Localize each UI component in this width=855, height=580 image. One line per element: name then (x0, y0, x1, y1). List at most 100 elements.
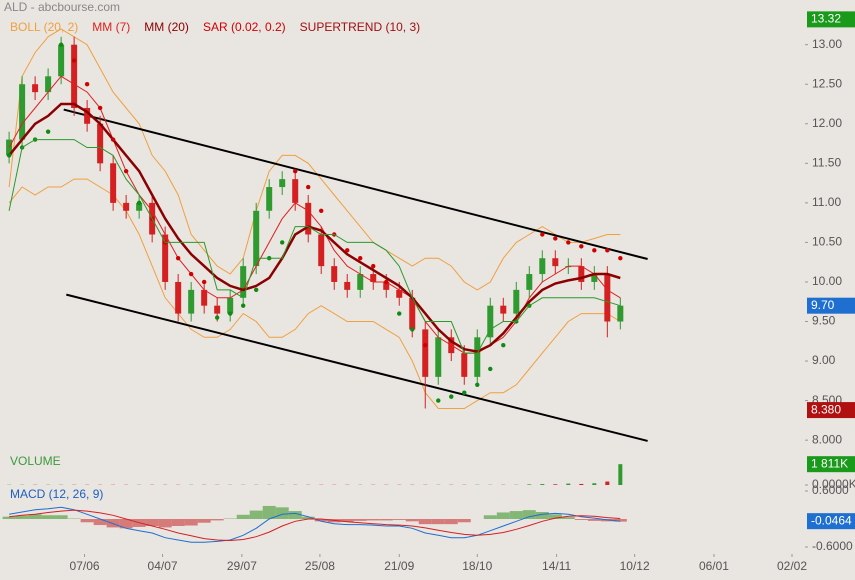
x-tick-label: 06/01 (699, 559, 729, 573)
macd-histogram (301, 516, 315, 519)
volume-bar (527, 484, 532, 485)
y-tick-label: 11.00 (812, 195, 841, 209)
macd-histogram (15, 515, 29, 519)
candle-body (526, 274, 533, 290)
candle-body (370, 274, 377, 282)
sar-dot (319, 208, 324, 213)
candle-body (396, 289, 403, 298)
indicator-line (8, 75, 621, 354)
sar-dot (345, 248, 350, 253)
sar-dot (175, 256, 181, 261)
legend-entry: MM (20) (144, 20, 189, 34)
candle-body (435, 337, 442, 377)
sar-dot (566, 240, 571, 245)
candle-body (188, 289, 195, 314)
macd-histogram (275, 507, 289, 519)
candle-body (500, 305, 507, 314)
macd-histogram (457, 519, 471, 523)
volume-bar (566, 483, 571, 485)
sar-dot (540, 232, 545, 237)
sar-dot (123, 169, 129, 174)
indicator-line (8, 139, 621, 354)
price-marker-label: 9.70 (811, 298, 835, 312)
panel-title: VOLUME (10, 454, 61, 468)
sar-dot (84, 82, 90, 87)
sar-dot (371, 263, 376, 269)
y-tick-label: 12.00 (812, 116, 842, 130)
candle-body (591, 274, 598, 282)
candle-body (240, 266, 247, 298)
y-tick-label: 10.50 (812, 235, 842, 249)
macd-histogram (483, 515, 497, 519)
y-tick-label: 13.00 (812, 37, 842, 51)
volume-bar (540, 484, 545, 485)
volume-bar (592, 483, 597, 485)
candle-body (84, 107, 91, 124)
price-marker-label: 1 811K (811, 456, 848, 470)
macd-histogram (574, 519, 588, 520)
price-marker (807, 11, 855, 28)
candle-body (292, 179, 299, 203)
macd-histogram (145, 519, 159, 526)
x-tick-label: 29/07 (227, 559, 257, 573)
x-tick-label: 07/06 (70, 559, 100, 573)
sar-dot (110, 137, 116, 142)
macd-histogram (28, 514, 42, 519)
sar-dot (462, 390, 467, 395)
macd-histogram (405, 519, 419, 522)
candle-body (305, 202, 312, 235)
panel-title: MACD (12, 26, 9) (10, 487, 103, 501)
volume-bar (605, 481, 610, 485)
volume-bar (618, 464, 623, 485)
candle-body (552, 258, 559, 267)
price-marker (807, 513, 855, 530)
macd-histogram (314, 519, 328, 522)
x-tick-label: 02/02 (777, 559, 807, 573)
candle-body (266, 187, 273, 211)
candle-body (32, 84, 39, 93)
macd-histogram (184, 519, 198, 526)
sar-dot (423, 343, 428, 348)
macd-histogram (353, 519, 367, 521)
signal-line (9, 509, 621, 542)
sar-dot (488, 366, 493, 372)
candle-body (513, 289, 520, 314)
sar-dot (436, 398, 441, 403)
x-tick-label: 18/10 (462, 559, 492, 573)
candle-body (58, 44, 65, 77)
macd-histogram (197, 519, 211, 523)
candle-body (487, 305, 494, 338)
bollinger-band (8, 28, 621, 291)
sar-dot (136, 200, 142, 206)
sar-dot (501, 343, 506, 348)
sar-dot (253, 287, 259, 293)
candle-body (409, 297, 416, 330)
sar-dot (384, 279, 389, 285)
candle-body (617, 305, 624, 322)
macd-histogram (288, 511, 302, 519)
macd-histogram (392, 519, 406, 520)
legend-entry: SAR (0.02, 0.2) (203, 20, 286, 34)
macd-histogram (587, 519, 601, 521)
macd-histogram (93, 519, 107, 526)
candle-body (19, 84, 26, 140)
candle-body (45, 76, 52, 93)
trendline (63, 108, 648, 260)
macd-histogram (171, 519, 185, 526)
candle-body (344, 281, 351, 290)
candle-body (539, 258, 546, 275)
sar-dot (58, 42, 64, 47)
price-marker-label: 13.32 (811, 12, 841, 26)
candle-body (253, 210, 260, 267)
y-tick-label: -0.6000 (812, 539, 853, 553)
y-tick-label: 12.50 (812, 76, 842, 90)
legend-entry: BOLL (20, 2) (10, 20, 78, 34)
y-tick-label: 11.50 (812, 155, 841, 169)
price-marker (807, 297, 855, 314)
candle-body (175, 281, 182, 314)
y-tick-label: 9.00 (812, 353, 836, 367)
candle-body (136, 202, 143, 211)
